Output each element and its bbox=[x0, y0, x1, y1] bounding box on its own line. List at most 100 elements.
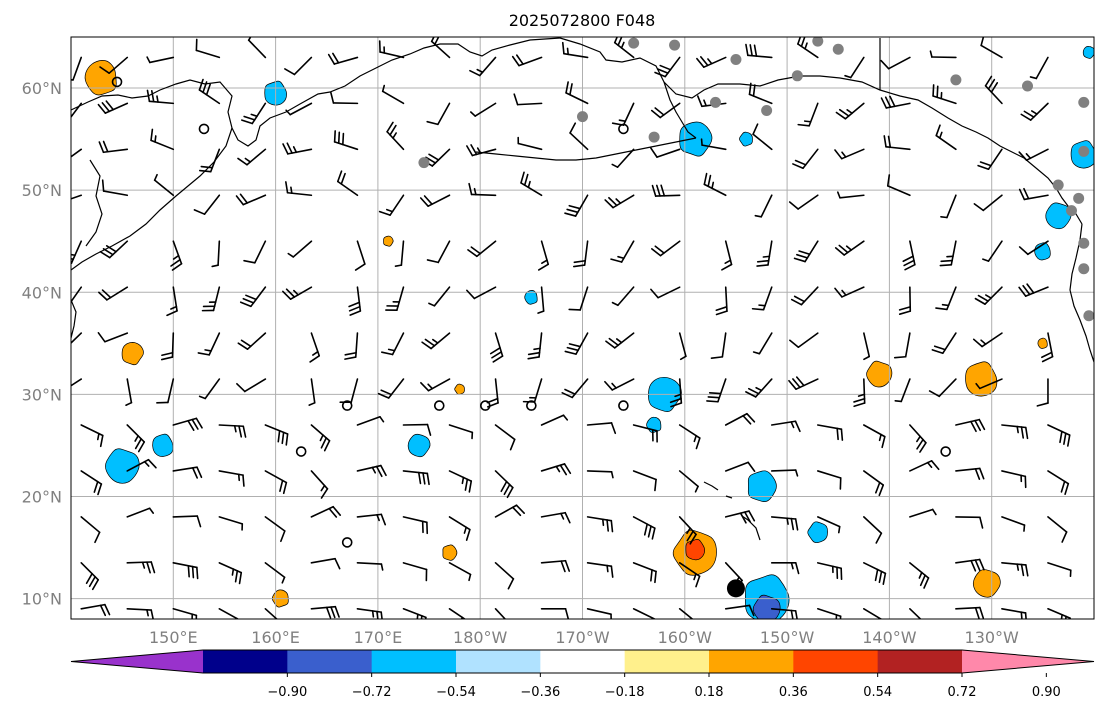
colorbar-tick-label: 0.72 bbox=[948, 685, 977, 700]
wind-barb bbox=[448, 470, 473, 493]
wind-barb bbox=[909, 424, 927, 453]
wind-barb bbox=[247, 37, 267, 59]
wind-barb bbox=[724, 412, 756, 426]
wind-barb bbox=[310, 470, 329, 499]
wind-barb bbox=[540, 511, 571, 524]
wind-barb bbox=[1036, 378, 1049, 407]
wind-barb bbox=[756, 240, 773, 267]
wind-barb bbox=[489, 332, 504, 363]
wind-barb bbox=[955, 516, 984, 529]
wind-barb bbox=[402, 562, 428, 582]
map-area bbox=[71, 37, 1094, 619]
station-dot bbox=[1022, 80, 1034, 92]
coastlines bbox=[71, 37, 1094, 541]
wind-barb bbox=[377, 378, 405, 399]
longitude-labels: 150°E 160°E 170°E 180°W 170°W 160°W 150°W 140°W… bbox=[149, 628, 1019, 647]
colorbar-tick-label: 0.90 bbox=[1032, 685, 1061, 700]
wind-barb bbox=[99, 56, 129, 74]
wind-barb bbox=[513, 93, 543, 106]
wind-barb bbox=[381, 332, 405, 356]
wind-barb bbox=[928, 378, 957, 398]
wind-barb bbox=[402, 470, 430, 486]
wind-barb bbox=[308, 378, 316, 406]
lon-tick-label: 150°W bbox=[760, 628, 815, 647]
graticule bbox=[71, 37, 1094, 619]
lat-tick-label: 40°N bbox=[22, 283, 62, 302]
wind-barb bbox=[886, 174, 911, 197]
station-dot bbox=[1078, 237, 1090, 249]
wind-barb bbox=[972, 332, 1003, 348]
wind-barb bbox=[329, 91, 359, 105]
map-frame bbox=[70, 36, 1095, 620]
wind-barb bbox=[1018, 283, 1049, 297]
colorbar-swatch bbox=[624, 650, 710, 673]
wind-barb bbox=[935, 124, 957, 151]
wind-barb bbox=[898, 286, 912, 315]
wind-barb bbox=[902, 240, 916, 271]
wind-barb bbox=[356, 607, 383, 619]
wind-barb bbox=[1047, 562, 1072, 578]
wind-barb bbox=[517, 136, 543, 151]
wind-barb bbox=[195, 38, 221, 59]
wind-barb bbox=[309, 332, 321, 363]
wind-barb bbox=[973, 194, 1003, 212]
wind-barb bbox=[565, 81, 589, 105]
wind-barb bbox=[1041, 332, 1054, 363]
wind-barb bbox=[883, 135, 911, 151]
calm-wind-markers bbox=[111, 76, 951, 548]
wind-barb bbox=[71, 194, 83, 200]
wind-barb bbox=[975, 378, 1003, 390]
wind-barb bbox=[935, 286, 957, 311]
wind-barb bbox=[651, 184, 681, 197]
colorbar-tick-label: −0.18 bbox=[605, 685, 645, 700]
lat-tick-label: 50°N bbox=[22, 181, 62, 200]
wind-barb bbox=[310, 505, 342, 518]
wind-barb bbox=[569, 122, 589, 151]
wind-barb bbox=[605, 332, 635, 349]
wind-barb bbox=[816, 562, 843, 581]
wind-barb bbox=[632, 562, 657, 584]
wind-barb bbox=[126, 607, 154, 619]
calm-wind-circle bbox=[618, 400, 629, 411]
negative-field-region bbox=[1082, 45, 1094, 59]
wind-barb bbox=[572, 240, 589, 268]
wind-barb bbox=[239, 286, 267, 308]
wind-barb bbox=[469, 56, 497, 77]
wind-barb bbox=[752, 123, 773, 151]
wind-barb bbox=[1001, 607, 1027, 619]
station-dot bbox=[812, 37, 824, 47]
wind-barb bbox=[385, 286, 405, 312]
wind-barb bbox=[790, 286, 819, 306]
wind-barb bbox=[170, 240, 183, 271]
wind-barb bbox=[466, 144, 497, 157]
wind-barb bbox=[264, 424, 289, 446]
wind-barb bbox=[172, 466, 203, 479]
wind-barb bbox=[710, 332, 727, 360]
wind-barb bbox=[71, 148, 83, 158]
wind-barb bbox=[218, 470, 245, 487]
wind-barb bbox=[700, 138, 727, 151]
wind-barb bbox=[420, 378, 451, 392]
wind-barb bbox=[71, 332, 83, 345]
positive-field-region bbox=[442, 544, 458, 561]
wind-barb bbox=[310, 424, 331, 452]
wind-barb bbox=[611, 148, 635, 168]
wind-barb bbox=[356, 464, 387, 478]
wind-barb bbox=[863, 470, 885, 497]
wind-barb bbox=[586, 562, 614, 578]
wind-barb bbox=[99, 240, 129, 259]
wind-barb bbox=[421, 332, 451, 350]
wind-barb bbox=[448, 424, 474, 440]
wind-barb bbox=[241, 102, 267, 125]
wind-barb bbox=[537, 286, 545, 314]
wind-barb bbox=[218, 516, 244, 531]
wind-barb bbox=[218, 562, 243, 585]
lon-tick-label: 170°W bbox=[555, 628, 610, 647]
positive-field-region bbox=[1037, 337, 1048, 349]
station-dot bbox=[1052, 179, 1064, 191]
wind-barb bbox=[754, 194, 773, 218]
wind-barb bbox=[604, 378, 635, 391]
calm-wind-circle bbox=[618, 123, 629, 135]
wind-barb bbox=[237, 332, 267, 350]
wind-barb bbox=[770, 607, 798, 619]
